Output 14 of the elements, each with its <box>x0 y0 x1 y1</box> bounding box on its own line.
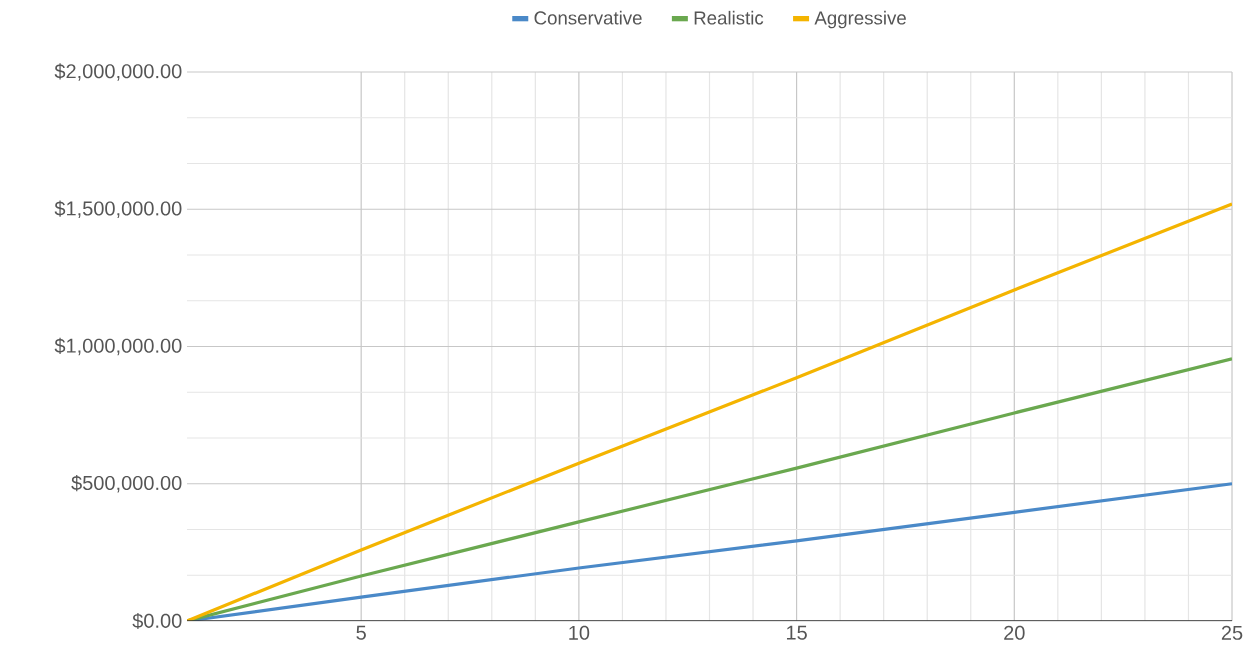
x-tick-label: 20 <box>1004 625 1025 640</box>
x-tick-label: 5 <box>356 625 366 640</box>
legend-label: Realistic <box>694 10 764 25</box>
x-tick-label: 10 <box>569 625 590 640</box>
x-tick-label: 25 <box>1221 625 1243 640</box>
y-tick-label: $1,000,000.00 <box>54 337 182 356</box>
legend-label: Conservative <box>534 10 642 25</box>
y-tick-label: $500,000.00 <box>71 475 182 493</box>
x-tick-label: 15 <box>786 625 807 640</box>
y-tick-label: $1,500,000.00 <box>54 200 182 218</box>
legend-label: Aggressive <box>814 10 906 29</box>
y-tick-label: $2,000,000.00 <box>54 63 182 81</box>
line-series <box>187 202 1233 621</box>
y-tick-label: $0.00 <box>132 612 182 630</box>
